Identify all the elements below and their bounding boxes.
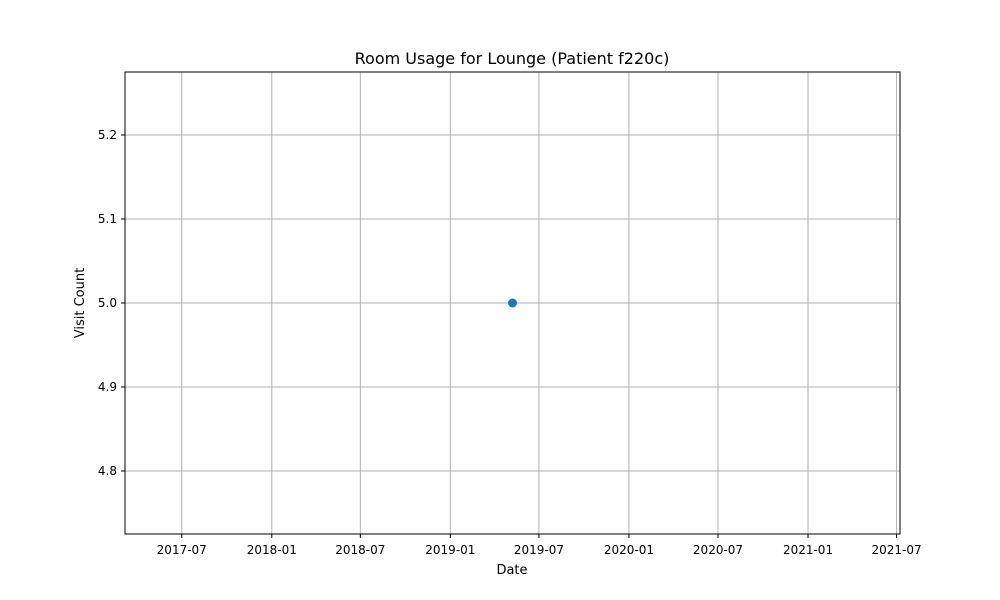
y-tick-label: 5.0	[98, 296, 117, 310]
chart-title: Room Usage for Lounge (Patient f220c)	[355, 49, 670, 68]
y-axis-label: Visit Count	[73, 268, 88, 338]
y-tick-label: 4.9	[98, 380, 117, 394]
x-tick-label: 2021-01	[783, 543, 833, 557]
x-tick-label: 2019-01	[425, 543, 475, 557]
y-tick-label: 5.2	[98, 128, 117, 142]
x-tick-label: 2018-01	[247, 543, 297, 557]
x-tick-label: 2021-07	[872, 543, 922, 557]
grid-lines	[125, 72, 900, 534]
x-axis-label: Date	[496, 563, 527, 578]
x-tick-label: 2020-01	[604, 543, 654, 557]
x-tick-label: 2019-07	[514, 543, 564, 557]
x-tick-label: 2017-07	[157, 543, 207, 557]
axis-ticks: 2017-07 2018-01 2018-07 2019-01 2019-07 2020-…	[98, 128, 922, 557]
data-points	[508, 298, 517, 308]
x-tick-label: 2020-07	[693, 543, 743, 557]
data-point	[508, 298, 517, 308]
y-tick-label: 4.8	[98, 464, 117, 478]
x-tick-label: 2018-07	[335, 543, 385, 557]
y-tick-label: 5.1	[98, 212, 117, 226]
